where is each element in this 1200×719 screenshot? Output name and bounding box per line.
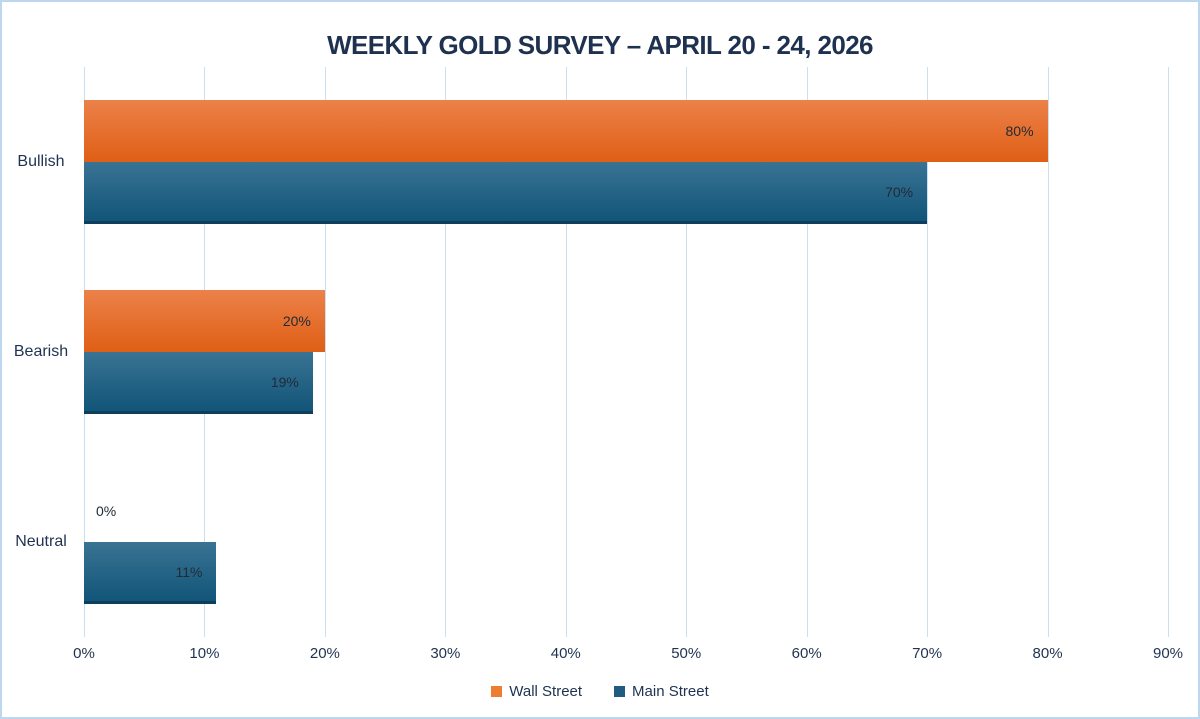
gridline — [565, 67, 567, 637]
y-axis-category-labels: Bullish Bearish Neutral — [2, 67, 84, 637]
x-axis-tick-labels: 0% 10% 20% 30% 40% 50% 60% 70% 80% 90% — [73, 645, 1183, 665]
x-tick-label: 60% — [791, 645, 822, 662]
bar-value-label: 0% — [96, 503, 117, 519]
x-tick-label: 20% — [309, 645, 340, 662]
bar-value-label: 20% — [282, 313, 311, 329]
bar-wall-street: 80% — [84, 100, 1048, 162]
gridline — [927, 67, 929, 637]
bar-value-label: 11% — [175, 563, 203, 580]
x-tick-label: 40% — [550, 645, 581, 662]
chart-title: WEEKLY GOLD SURVEY – APRIL 20 - 24, 2026 — [327, 30, 873, 60]
gridline — [445, 67, 447, 637]
category-label: Neutral — [15, 533, 67, 550]
x-tick-label: 80% — [1032, 645, 1063, 662]
category-label: Bullish — [17, 153, 65, 170]
bar-main-street: 11% — [84, 542, 217, 604]
category-label: Bearish — [13, 343, 69, 360]
bar-value-label: 80% — [1005, 123, 1034, 139]
category-row: 80% 70% — [84, 67, 1168, 257]
gridline — [324, 67, 326, 637]
legend-item-wall-street: Wall Street — [491, 683, 582, 700]
category-row: 20% 19% — [84, 257, 1168, 447]
legend-label: Wall Street — [509, 683, 583, 700]
legend-label: Main Street — [632, 683, 709, 700]
bar-value-label: 19% — [270, 373, 299, 390]
x-tick-label: 90% — [1152, 645, 1184, 662]
gridline — [806, 67, 808, 637]
x-tick-label: 50% — [671, 645, 702, 662]
legend-swatch-icon — [614, 686, 626, 697]
x-tick-label: 10% — [189, 645, 220, 662]
x-tick-label: 30% — [430, 645, 461, 662]
bar-wall-street: 20% — [84, 290, 325, 352]
legend-swatch-icon — [491, 686, 503, 697]
plot-area: 80% 70% 20% 19% 0% 11% — [84, 67, 1169, 637]
x-tick-label: 70% — [912, 645, 943, 662]
gridline — [686, 67, 688, 637]
bar-main-street: 70% — [84, 162, 928, 224]
bar-value-label: 70% — [885, 183, 914, 200]
bar-main-street: 19% — [84, 352, 313, 414]
bars-layer: 80% 70% 20% 19% 0% 11% — [84, 67, 1168, 637]
category-row: 0% 11% — [84, 447, 1168, 637]
legend-item-main-street: Main Street — [614, 683, 709, 700]
gridline — [1047, 67, 1049, 637]
legend: Wall Street Main Street — [2, 683, 1198, 700]
x-tick-label: 0% — [73, 645, 95, 662]
gridline — [1168, 67, 1169, 637]
